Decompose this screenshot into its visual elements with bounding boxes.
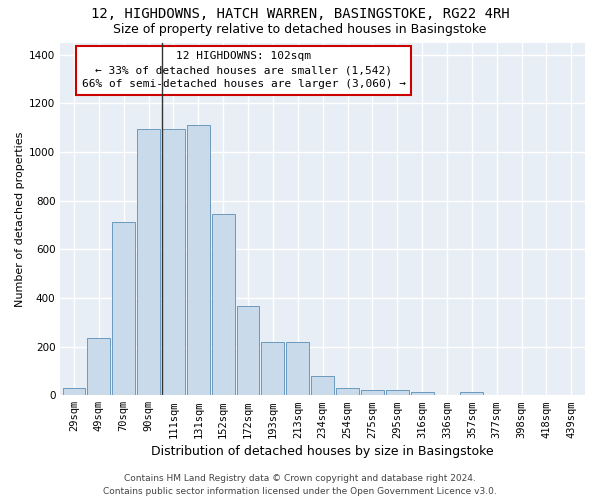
Text: 12, HIGHDOWNS, HATCH WARREN, BASINGSTOKE, RG22 4RH: 12, HIGHDOWNS, HATCH WARREN, BASINGSTOKE…: [91, 8, 509, 22]
Bar: [137, 129, 160, 395]
Bar: [286, 342, 309, 395]
Text: Size of property relative to detached houses in Basingstoke: Size of property relative to detached ho…: [113, 22, 487, 36]
Y-axis label: Number of detached properties: Number of detached properties: [15, 131, 25, 306]
Bar: [112, 222, 135, 395]
Text: 12 HIGHDOWNS: 102sqm
← 33% of detached houses are smaller (1,542)
66% of semi-de: 12 HIGHDOWNS: 102sqm ← 33% of detached h…: [82, 52, 406, 90]
Bar: [410, 392, 434, 395]
Bar: [88, 338, 110, 395]
Bar: [262, 342, 284, 395]
Bar: [236, 306, 259, 395]
X-axis label: Distribution of detached houses by size in Basingstoke: Distribution of detached houses by size …: [151, 444, 494, 458]
Bar: [336, 388, 359, 395]
Bar: [162, 129, 185, 395]
Bar: [187, 125, 210, 395]
Bar: [460, 392, 483, 395]
Bar: [361, 390, 384, 395]
Bar: [386, 390, 409, 395]
Bar: [212, 214, 235, 395]
Bar: [311, 376, 334, 395]
Text: Contains HM Land Registry data © Crown copyright and database right 2024.
Contai: Contains HM Land Registry data © Crown c…: [103, 474, 497, 496]
Bar: [62, 388, 85, 395]
